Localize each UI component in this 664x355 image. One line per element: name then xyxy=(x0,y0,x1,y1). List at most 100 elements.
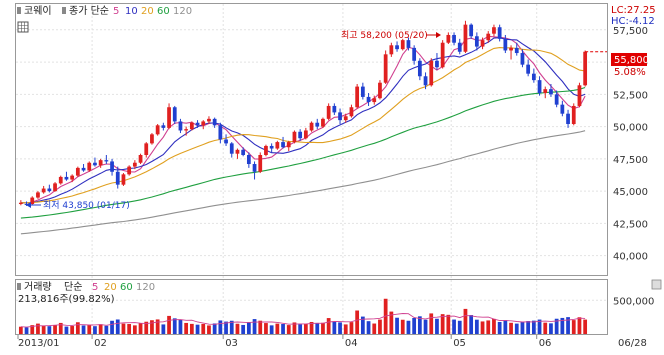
candle-body xyxy=(132,162,137,167)
grid-settings-icon[interactable] xyxy=(17,21,29,33)
volume-bar xyxy=(229,320,234,334)
legend-ma-marker xyxy=(62,7,66,14)
low-annotation: 최저 43,850 (01/17) xyxy=(26,200,130,211)
volume-bar xyxy=(47,326,52,334)
volume-bar xyxy=(286,325,291,334)
volume-bar xyxy=(474,319,479,334)
price-tick-label: 42,500 xyxy=(613,219,648,230)
current-price-value: 55,800 xyxy=(614,55,649,66)
legend-ma60: 60 xyxy=(157,6,170,17)
candle-body xyxy=(127,166,132,175)
volume-bar xyxy=(303,323,308,334)
volume-bar xyxy=(543,322,548,334)
volume-legend-ma20: 20 xyxy=(104,282,117,293)
candle-body xyxy=(360,86,365,97)
volume-legend-ma-label: 단순 xyxy=(64,281,82,293)
volume-bar xyxy=(378,319,382,334)
volume-current: 213,816주(99.82%) xyxy=(18,294,115,305)
volume-bar xyxy=(246,321,251,334)
candle-body xyxy=(47,188,52,192)
volume-bar xyxy=(566,317,570,334)
volume-bar xyxy=(497,321,502,334)
candle-body xyxy=(429,60,434,86)
volume-bar xyxy=(343,324,348,334)
candle-body xyxy=(389,45,394,55)
candle-body xyxy=(58,176,63,184)
candle-body xyxy=(338,112,342,121)
volume-bar xyxy=(583,319,588,334)
volume-bar xyxy=(269,325,274,334)
volume-bar xyxy=(121,323,126,334)
candle-body xyxy=(178,121,183,131)
candle-body xyxy=(150,134,154,144)
ma60-line xyxy=(20,86,586,219)
candle-body xyxy=(400,40,405,50)
legend-ma120: 120 xyxy=(173,6,192,17)
candle-body xyxy=(235,149,240,154)
volume-bar xyxy=(423,319,428,334)
ma120-line xyxy=(20,130,586,235)
candle-body xyxy=(224,139,228,144)
volume-bar xyxy=(207,325,211,334)
volume-legend-name: 거래량 xyxy=(24,281,52,293)
x-tick-label: 04 xyxy=(345,338,358,349)
volume-bar xyxy=(440,314,445,334)
volume-bar xyxy=(372,323,377,334)
candle-body xyxy=(378,82,382,99)
candle-body xyxy=(241,149,246,155)
volume-bar xyxy=(469,315,474,334)
volume-bar xyxy=(64,326,69,334)
high-arrow-head xyxy=(436,32,441,38)
volume-bar xyxy=(201,323,206,334)
price-tick-label: 52,500 xyxy=(613,90,648,101)
volume-bar xyxy=(195,324,200,334)
hc-value: HC:-4.12 xyxy=(611,16,655,27)
volume-bar xyxy=(41,325,46,334)
candle-body xyxy=(349,107,354,117)
candle-body xyxy=(452,34,456,43)
candle-body xyxy=(435,60,439,68)
candle-body xyxy=(144,143,149,155)
volume-bar xyxy=(212,323,217,334)
volume-bars xyxy=(18,298,588,334)
volume-bar xyxy=(360,316,365,334)
candle-body xyxy=(583,51,588,86)
candle-body xyxy=(486,33,491,41)
candle-body xyxy=(372,98,377,103)
candle-body xyxy=(161,125,166,128)
current-price-box xyxy=(611,53,647,66)
candle-body xyxy=(560,104,565,114)
ma20-line xyxy=(20,47,586,204)
candle-body xyxy=(469,24,474,37)
candle-body xyxy=(571,105,576,125)
low-label: 최저 43,850 (01/17) xyxy=(43,200,130,211)
volume-bar xyxy=(531,320,536,334)
volume-bar xyxy=(184,322,189,334)
current-price-change: 5.08% xyxy=(614,67,646,78)
candle-body xyxy=(246,154,251,165)
volume-bar xyxy=(138,323,143,334)
candle-body xyxy=(138,154,143,163)
volume-bar xyxy=(292,322,297,334)
candle-body xyxy=(195,122,200,126)
grid-lines xyxy=(16,4,607,334)
candle-body xyxy=(463,24,468,52)
price-tick-label: 47,500 xyxy=(613,155,648,166)
volume-bar xyxy=(104,325,109,334)
price-panel xyxy=(15,3,608,276)
volume-bar xyxy=(264,323,268,334)
volume-tick-label: 500,000 xyxy=(613,296,654,307)
candle-body xyxy=(81,167,86,171)
grid-settings-icon-lines xyxy=(18,22,28,32)
volume-bar xyxy=(400,319,405,334)
volume-bar xyxy=(509,322,513,334)
volume-bar xyxy=(366,321,371,334)
candle-body xyxy=(75,167,80,176)
price-tick-label: 57,500 xyxy=(613,26,648,37)
candle-body xyxy=(440,42,445,68)
current-price-badge: 55,800 5.08% xyxy=(611,53,649,78)
volume-panel-button[interactable] xyxy=(651,279,662,290)
legend-marker xyxy=(17,7,21,14)
candle-body xyxy=(577,85,582,106)
candle-body xyxy=(30,197,35,205)
